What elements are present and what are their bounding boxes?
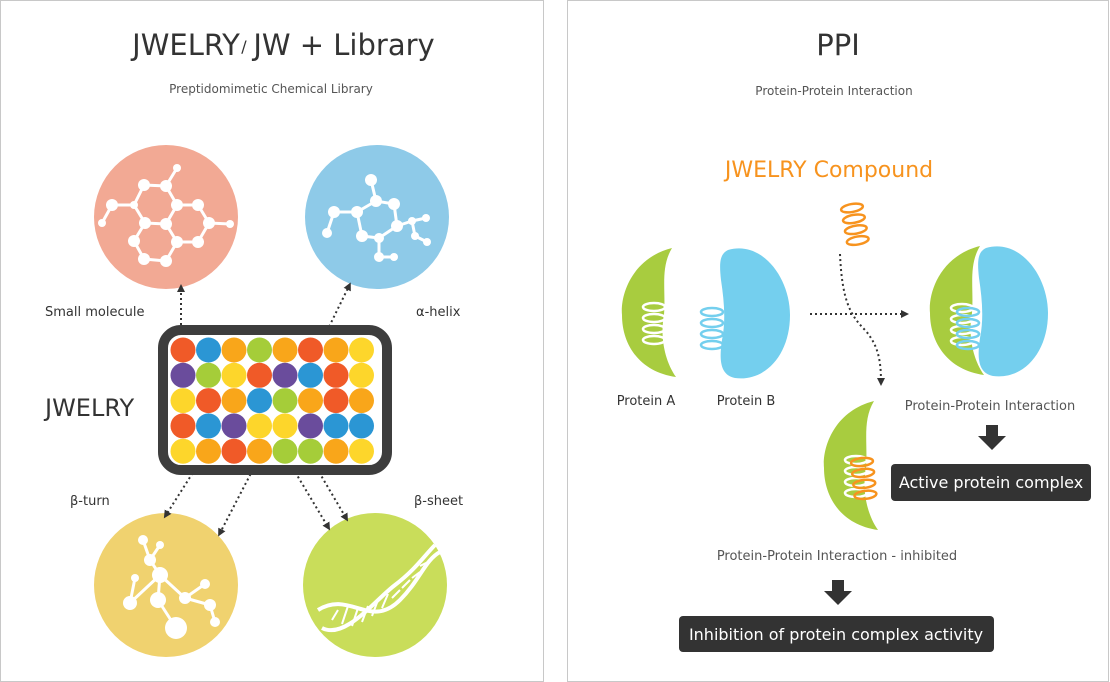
down-arrow-icon (978, 425, 1006, 450)
compound-well (170, 388, 196, 414)
left-subtitle: Preptidomimetic Chemical Library (169, 82, 373, 96)
label-jwelry: JWELRY (43, 394, 134, 422)
compound-well (272, 337, 298, 363)
title-library: JW + Library (251, 28, 434, 62)
compound-well (323, 362, 349, 388)
inhibition-box (679, 616, 994, 652)
compound-well (196, 388, 221, 414)
active-complex-box (891, 464, 1091, 501)
alpha-helix-circle (305, 145, 449, 289)
compound-well (247, 438, 272, 464)
protein-b-label: Protein B (717, 394, 776, 409)
compound-well (298, 362, 323, 388)
active-complex-label: Active protein complex (899, 473, 1083, 492)
compound-well (272, 362, 298, 388)
dna-icon (316, 543, 442, 633)
compound-well (349, 413, 374, 439)
compound-well (323, 337, 349, 363)
inhibition-label: Inhibition of protein complex activity (689, 625, 983, 644)
inhibition-arrow (839, 253, 885, 386)
compound-well (196, 413, 221, 439)
compound-well (170, 438, 196, 464)
compound-well (196, 438, 221, 464)
protein-a-label: Protein A (617, 394, 676, 409)
inhibited-label: Protein-Protein Interaction - inhibited (717, 549, 957, 564)
compound-well (170, 362, 196, 388)
label-alpha-helix: α-helix (416, 305, 461, 320)
beta-sheet-circle (303, 513, 447, 657)
compound-well (196, 362, 221, 388)
compound-well (221, 413, 247, 439)
compound-well (298, 413, 323, 439)
interaction-label: Protein-Protein Interaction (905, 399, 1076, 414)
compound-well (349, 388, 374, 414)
compound-well (323, 388, 349, 414)
beta-turn-molecule-icon (123, 535, 220, 639)
compound-well (221, 388, 247, 414)
compound-well (298, 337, 323, 363)
compound-grid (170, 337, 374, 464)
compound-well (221, 438, 247, 464)
title-separator: / (241, 37, 247, 56)
compound-well (221, 337, 247, 363)
small-molecule-icon (98, 164, 234, 267)
compound-well (323, 413, 349, 439)
ppi-subtitle: Protein-Protein Interaction (755, 84, 912, 98)
title-jwelry: JWELRY (130, 28, 240, 62)
compound-well (349, 337, 374, 363)
beta-turn-circle (94, 513, 238, 657)
left-panel: JWELRY / JW + Library Preptidomimetic Ch… (0, 0, 544, 682)
compound-well (349, 362, 374, 388)
down-arrow-icon (824, 580, 852, 605)
arrow-to-beta-sheet-2 (308, 454, 349, 522)
compound-well (349, 438, 374, 464)
arrow-to-beta-sheet (284, 454, 331, 531)
compound-well (247, 388, 272, 414)
compound-well (298, 438, 323, 464)
compound-label: JWELRY Compound (723, 158, 933, 183)
compound-well (196, 337, 221, 363)
compound-well (323, 438, 349, 464)
alpha-helix-molecule-icon (322, 174, 431, 262)
ppi-title: PPI (816, 28, 860, 62)
compound-well (247, 362, 272, 388)
label-beta-turn: β-turn (70, 494, 110, 509)
compound-well (170, 337, 196, 363)
small-molecule-circle (94, 145, 238, 289)
compound-well (247, 337, 272, 363)
compound-well (298, 388, 323, 414)
compound-well (272, 438, 298, 464)
label-beta-sheet: β-sheet (414, 494, 463, 509)
label-small-molecule: Small molecule (45, 305, 144, 320)
compound-well (272, 388, 298, 414)
compound-well (170, 413, 196, 439)
compound-well (221, 362, 247, 388)
compound-well (247, 413, 272, 439)
compound-well (272, 413, 298, 439)
right-panel: PPI Protein-Protein Interaction JWELRY C… (567, 0, 1109, 682)
